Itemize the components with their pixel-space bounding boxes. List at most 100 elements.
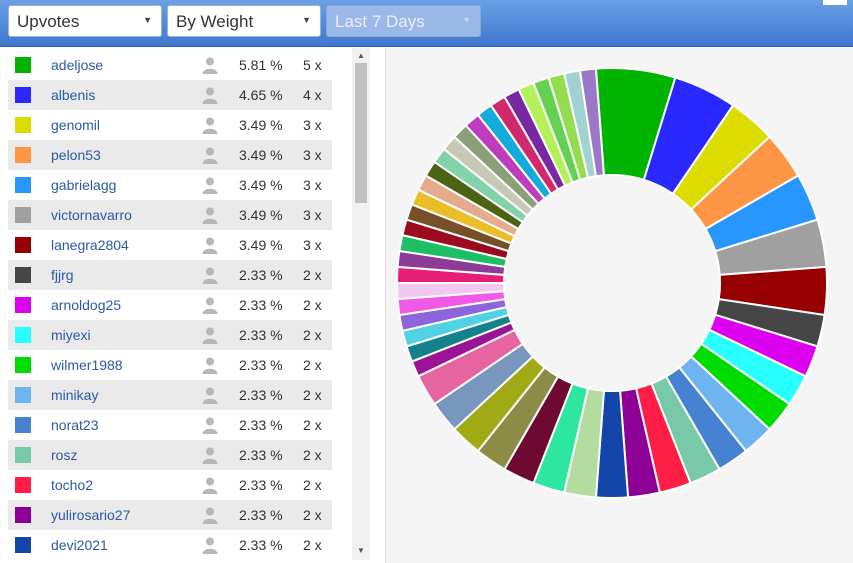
user-icon [202, 297, 218, 314]
chevron-down-icon: ▼ [462, 15, 471, 25]
list-item[interactable]: adeljose 5.81 % 5 x [8, 50, 332, 80]
color-swatch [15, 177, 31, 193]
window-corner [823, 0, 847, 5]
list-item[interactable]: pelon53 3.49 % 3 x [8, 140, 332, 170]
vote-count: 2 x [303, 327, 322, 343]
username-link[interactable]: wilmer1988 [51, 357, 123, 373]
vote-count: 3 x [303, 147, 322, 163]
list-item[interactable]: genomil 3.49 % 3 x [8, 110, 332, 140]
vote-percent: 2.33 % [239, 447, 283, 463]
username-link[interactable]: yulirosario27 [51, 507, 131, 523]
user-icon [202, 537, 218, 554]
color-swatch [15, 507, 31, 523]
username-link[interactable]: victornavarro [51, 207, 132, 223]
list-item[interactable]: norat23 2.33 % 2 x [8, 410, 332, 440]
vote-percent: 4.65 % [239, 87, 283, 103]
username-link[interactable]: lanegra2804 [51, 237, 129, 253]
username-link[interactable]: arnoldog25 [51, 297, 122, 313]
user-icon [202, 87, 218, 104]
color-swatch [15, 207, 31, 223]
list-item[interactable]: miyexi 2.33 % 2 x [8, 320, 332, 350]
scrollbar-thumb[interactable] [355, 63, 367, 203]
voter-list[interactable]: adeljose 5.81 % 5 x albenis 4.65 % 4 x genomil… [0, 48, 353, 560]
color-swatch [15, 447, 31, 463]
list-item[interactable]: gabrielagg 3.49 % 3 x [8, 170, 332, 200]
user-icon [202, 357, 218, 374]
vote-percent: 2.33 % [239, 267, 283, 283]
user-icon [202, 267, 218, 284]
toolbar: Upvotes ▼ By Weight ▼ Last 7 Days ▼ [0, 0, 853, 47]
user-icon [202, 477, 218, 494]
username-link[interactable]: genomil [51, 117, 101, 133]
username-link[interactable]: fjjrg [51, 267, 74, 283]
user-icon [202, 417, 218, 434]
vote-percent: 3.49 % [239, 207, 283, 223]
list-item[interactable]: wilmer1988 2.33 % 2 x [8, 350, 332, 380]
vote-percent: 2.33 % [239, 297, 283, 313]
username-link[interactable]: adeljose [51, 57, 104, 73]
list-item[interactable]: minikay 2.33 % 2 x [8, 380, 332, 410]
vote-count: 2 x [303, 417, 322, 433]
username-link[interactable]: pelon53 [51, 147, 101, 163]
chevron-down-icon: ▼ [302, 15, 311, 25]
user-icon [202, 237, 218, 254]
username-link[interactable]: miyexi [51, 327, 91, 343]
vote-percent: 3.49 % [239, 147, 283, 163]
vote-count: 2 x [303, 297, 322, 313]
period-dropdown[interactable]: Last 7 Days ▼ [326, 5, 481, 37]
color-swatch [15, 87, 31, 103]
donut-chart-panel [385, 48, 853, 563]
weighting-dropdown-value: By Weight [176, 12, 254, 31]
list-item[interactable]: lanegra2804 3.49 % 3 x [8, 230, 332, 260]
user-icon [202, 387, 218, 404]
vote-count: 3 x [303, 177, 322, 193]
username-link[interactable]: gabrielagg [51, 177, 117, 193]
vote-percent: 2.33 % [239, 327, 283, 343]
vote-count: 3 x [303, 237, 322, 253]
username-link[interactable]: norat23 [51, 417, 99, 433]
list-item[interactable]: yulirosario27 2.33 % 2 x [8, 500, 332, 530]
vote-count: 5 x [303, 57, 322, 73]
username-link[interactable]: minikay [51, 387, 99, 403]
list-item[interactable]: fjjrg 2.33 % 2 x [8, 260, 332, 290]
user-icon [202, 57, 218, 74]
list-item[interactable]: arnoldog25 2.33 % 2 x [8, 290, 332, 320]
color-swatch [15, 237, 31, 253]
donut-slice[interactable] [578, 67, 606, 178]
weighting-dropdown[interactable]: By Weight ▼ [167, 5, 321, 37]
vote-count: 3 x [303, 207, 322, 223]
color-swatch [15, 117, 31, 133]
vote-count: 2 x [303, 447, 322, 463]
scroll-up-icon[interactable]: ▲ [357, 51, 365, 60]
user-icon [202, 327, 218, 344]
user-icon [202, 117, 218, 134]
list-item[interactable]: devi2021 2.33 % 2 x [8, 530, 332, 560]
vote-percent: 2.33 % [239, 477, 283, 493]
scroll-down-icon[interactable]: ▼ [357, 546, 365, 555]
user-icon [202, 447, 218, 464]
vote-count: 2 x [303, 477, 322, 493]
list-item[interactable]: rosz 2.33 % 2 x [8, 440, 332, 470]
username-link[interactable]: albenis [51, 87, 96, 103]
user-icon [202, 147, 218, 164]
vote-count: 2 x [303, 387, 322, 403]
donut-chart [395, 67, 828, 500]
vote-count: 4 x [303, 87, 322, 103]
list-item[interactable]: albenis 4.65 % 4 x [8, 80, 332, 110]
vote-count: 3 x [303, 117, 322, 133]
username-link[interactable]: rosz [51, 447, 78, 463]
color-swatch [15, 387, 31, 403]
voter-list-scrollbar[interactable]: ▲ ▼ [352, 48, 370, 560]
vote-count: 2 x [303, 507, 322, 523]
list-item[interactable]: tocho2 2.33 % 2 x [8, 470, 332, 500]
period-dropdown-value: Last 7 Days [335, 12, 425, 31]
color-swatch [15, 537, 31, 553]
metric-dropdown[interactable]: Upvotes ▼ [8, 5, 162, 37]
user-icon [202, 177, 218, 194]
vote-percent: 2.33 % [239, 357, 283, 373]
chevron-down-icon: ▼ [143, 15, 152, 25]
username-link[interactable]: devi2021 [51, 537, 108, 553]
username-link[interactable]: tocho2 [51, 477, 94, 493]
vote-count: 2 x [303, 537, 322, 553]
list-item[interactable]: victornavarro 3.49 % 3 x [8, 200, 332, 230]
